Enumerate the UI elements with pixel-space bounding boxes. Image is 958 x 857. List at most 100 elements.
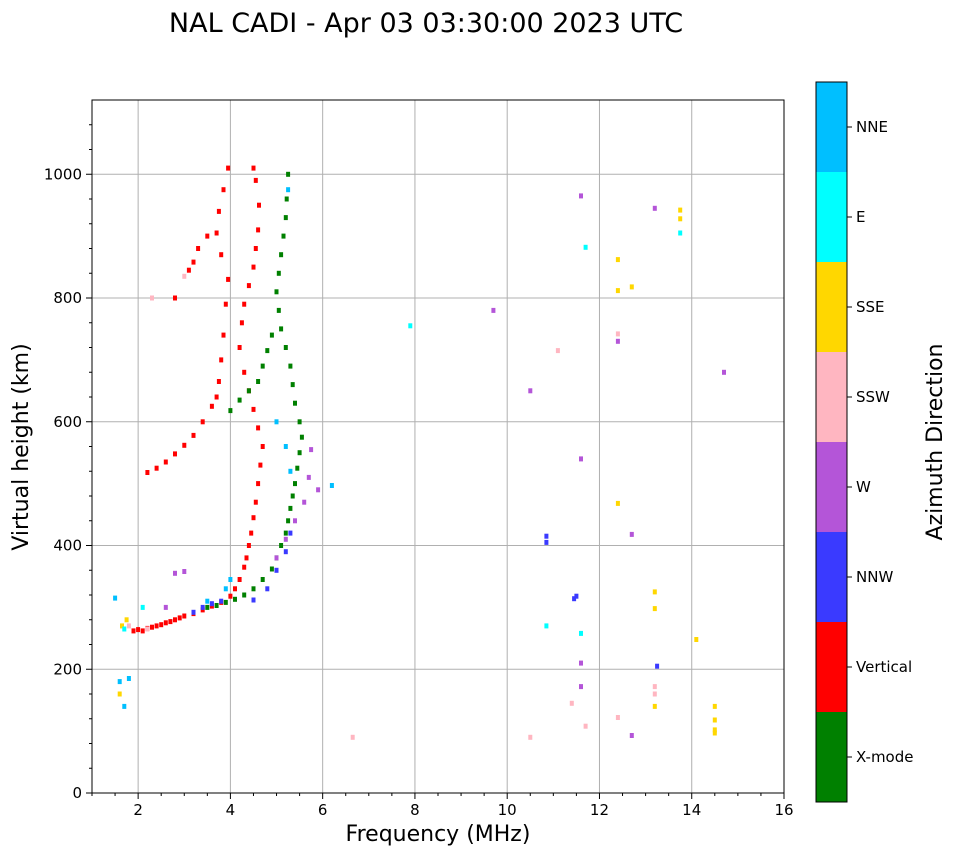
data-point-x-mode (297, 419, 302, 425)
data-point-vertical (131, 628, 136, 634)
data-point-w (293, 518, 297, 524)
colorbar-frame (815, 81, 848, 803)
data-points (113, 165, 726, 740)
data-point-vertical (233, 586, 237, 592)
data-point-x-mode (283, 530, 288, 536)
data-point-e (140, 604, 145, 610)
y-tick-label: 600 (53, 413, 82, 431)
chart-title: NAL CADI - Apr 03 03:30:00 2023 UTC (169, 8, 683, 39)
data-point-vertical (256, 425, 261, 431)
x-tick-label: 8 (410, 801, 420, 819)
colorbar-label: X-mode (856, 748, 913, 766)
data-point-x-mode (269, 566, 274, 572)
y-tick-label: 200 (53, 660, 82, 678)
data-point-w (579, 660, 583, 666)
data-point-e (122, 626, 127, 632)
data-point-nne (288, 468, 293, 474)
y-tick-label: 1000 (44, 165, 82, 183)
data-point-x-mode (233, 596, 237, 602)
data-point-e (579, 630, 583, 636)
axis-ticks: 2 4 6 8 10 12 14 16 0 200 400 600 800 1000 (44, 124, 794, 819)
data-point-w (491, 307, 496, 313)
data-point-x-mode (286, 171, 291, 177)
data-point-nnw (288, 530, 293, 536)
data-point-vertical (237, 577, 242, 582)
data-point-vertical (177, 615, 182, 621)
data-point-vertical (260, 444, 265, 449)
data-point-x-mode (214, 603, 219, 608)
colorbar-title: Azimuth Direction (923, 343, 948, 540)
data-point-vertical (186, 267, 191, 273)
data-point-x-mode (284, 196, 289, 202)
data-point-nnw (219, 598, 224, 604)
data-point-nnw (283, 549, 288, 555)
data-point-sse (120, 623, 124, 629)
data-point-sse (712, 730, 717, 736)
data-point-nnw (572, 596, 577, 602)
data-point-x-mode (283, 215, 288, 221)
data-point-w (722, 369, 726, 375)
data-point-vertical (253, 246, 258, 251)
data-point-x-mode (274, 289, 279, 295)
data-point-nnw (265, 586, 270, 592)
data-point-vertical (209, 403, 214, 409)
colorbar-segment (816, 262, 847, 352)
data-point-ssw (652, 691, 657, 697)
data-point-vertical (182, 613, 187, 619)
data-point-sse (652, 703, 657, 709)
data-point-ssw (583, 723, 588, 729)
data-point-vertical (246, 283, 251, 289)
data-point-x-mode (279, 252, 284, 258)
x-tick-label: 12 (590, 801, 609, 819)
data-point-nnw (544, 533, 549, 539)
data-point-nnw (574, 593, 579, 599)
data-point-ssw (145, 626, 150, 632)
colorbar-segment (816, 352, 847, 442)
data-point-w (629, 733, 634, 738)
data-point-vertical (214, 230, 219, 236)
data-point-sse (615, 288, 620, 294)
data-point-vertical (251, 165, 256, 171)
azimuth-colorbar: X-mode Vertical NNW W SSW SSE E NNE (815, 81, 913, 803)
data-point-vertical (191, 259, 196, 265)
x-axis-label: Frequency (MHz) (346, 822, 531, 847)
data-point-vertical (223, 301, 228, 307)
x-tick-label: 16 (774, 801, 793, 819)
data-point-w (579, 684, 583, 690)
data-point-w (528, 388, 533, 394)
data-point-sse (124, 617, 129, 623)
data-point-vertical (182, 442, 187, 448)
data-point-vertical (216, 208, 221, 214)
data-point-ssw (555, 348, 560, 354)
data-point-x-mode (256, 379, 261, 384)
data-point-vertical (221, 187, 226, 193)
data-point-nne (126, 676, 131, 681)
data-point-vertical (173, 295, 177, 301)
data-point-vertical (205, 233, 210, 239)
colorbar-segment (816, 442, 847, 532)
data-point-nne (329, 483, 334, 488)
data-point-x-mode (246, 388, 251, 394)
colorbar-segment (816, 622, 847, 712)
data-point-sse (629, 284, 634, 290)
data-point-x-mode (260, 577, 265, 582)
data-point-vertical (200, 419, 205, 425)
data-point-vertical (226, 165, 231, 171)
data-point-vertical (256, 481, 261, 487)
data-point-vertical (136, 627, 141, 633)
data-point-nnw (209, 601, 214, 607)
data-point-w (316, 487, 321, 493)
data-point-e (544, 623, 549, 629)
data-point-vertical (214, 394, 219, 400)
data-point-vertical (249, 530, 254, 536)
data-point-vertical (168, 619, 173, 625)
data-point-x-mode (265, 348, 270, 354)
data-point-x-mode (205, 604, 210, 610)
data-point-sse (678, 207, 683, 213)
x-tick-label: 6 (318, 801, 328, 819)
data-point-vertical (221, 332, 226, 338)
grid-lines (92, 100, 785, 794)
data-point-x-mode (290, 382, 295, 388)
data-point-ssw (652, 684, 657, 690)
